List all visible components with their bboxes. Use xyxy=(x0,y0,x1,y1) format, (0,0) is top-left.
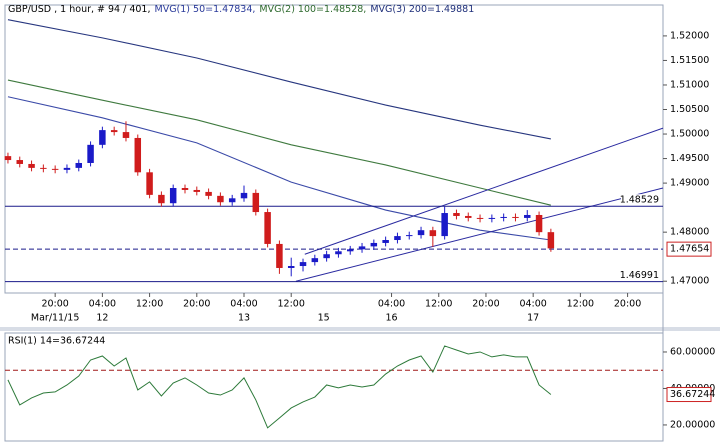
candle-body xyxy=(394,236,401,241)
candle-body xyxy=(217,195,224,203)
candle-body xyxy=(228,198,236,203)
candle-body xyxy=(99,130,106,145)
candle-body xyxy=(205,191,212,196)
candle-body xyxy=(51,168,59,170)
x-tick-label: 20:00 xyxy=(614,299,641,310)
y-tick-label: 20.00000 xyxy=(670,419,715,430)
candle-body xyxy=(193,189,201,192)
x-tick-label: 12:00 xyxy=(567,299,594,310)
moving-average xyxy=(7,96,551,241)
candle-body xyxy=(287,266,295,268)
rsi-header: RSI(1) 14=36.67244 xyxy=(8,336,105,347)
candle-body xyxy=(429,230,437,237)
trend-line xyxy=(295,187,664,282)
candle-body xyxy=(16,160,23,164)
trend-line xyxy=(304,127,664,255)
y-tick-label: 1.47000 xyxy=(670,276,709,287)
x-tick-label: 12:00 xyxy=(425,299,452,310)
x-tick-label: 04:00 xyxy=(378,299,405,310)
y-tick-label: 1.50000 xyxy=(670,129,709,140)
candle-body xyxy=(524,214,531,218)
price-tag-label: 1.47654 xyxy=(670,244,709,255)
candle-body xyxy=(28,163,35,168)
candle-body xyxy=(346,249,354,252)
x-tick-label: 04:00 xyxy=(519,299,546,310)
candle-body xyxy=(122,132,130,138)
chart-header: GBP/USD , 1 hour, # 94 / 401, MVG(1) 50=1… xyxy=(8,4,474,15)
candle-body xyxy=(382,240,389,243)
candle-body xyxy=(547,232,555,249)
x-tick-label: 20:00 xyxy=(41,299,68,310)
candle-body xyxy=(417,230,425,236)
candle-body xyxy=(134,137,142,173)
candle-body xyxy=(87,144,94,163)
candle-body xyxy=(488,217,496,219)
candle-body xyxy=(311,258,319,263)
y-tick-label: 60.00000 xyxy=(670,346,715,357)
x-tick-label: 04:00 xyxy=(89,299,116,310)
line-label-bg xyxy=(621,269,661,281)
candle-body xyxy=(276,243,283,268)
rsi-line xyxy=(7,345,552,429)
candle-body xyxy=(40,167,47,169)
x-tick-label: 04:00 xyxy=(230,299,257,310)
moving-average xyxy=(7,79,551,206)
price-tag xyxy=(666,241,712,257)
moving-average xyxy=(7,19,551,140)
candle-body xyxy=(63,167,71,170)
x-tick-label: 12:00 xyxy=(136,299,163,310)
date-label: 16 xyxy=(385,313,397,324)
header-part: MVG(2) 100=1.48528, xyxy=(259,4,366,15)
candle-body xyxy=(358,246,366,250)
line-label: 1.46991 xyxy=(620,270,659,281)
candle-body xyxy=(535,214,543,233)
candle-body xyxy=(146,172,153,195)
y-tick-label: 1.51500 xyxy=(670,55,709,66)
candle-body xyxy=(323,254,330,259)
candle-body xyxy=(110,130,118,133)
candle-body xyxy=(370,242,378,247)
rsi-tag xyxy=(666,387,712,403)
candle-body xyxy=(500,216,507,218)
candle-body xyxy=(181,188,189,190)
candle-body xyxy=(158,194,165,204)
x-tick-label: 20:00 xyxy=(183,299,210,310)
x-tick-label: 20:00 xyxy=(472,299,499,310)
candle-body xyxy=(240,192,248,199)
candle-body xyxy=(335,251,342,255)
date-label: 13 xyxy=(238,313,250,324)
header-part: MVG(1) 50=1.47834, xyxy=(155,4,256,15)
candle-body xyxy=(405,235,413,237)
date-label: 12 xyxy=(96,313,108,324)
y-tick-label: 1.52000 xyxy=(670,30,709,41)
line-label: 1.48529 xyxy=(620,195,659,206)
candle-body xyxy=(512,216,519,218)
y-tick-label: 1.49000 xyxy=(670,178,709,189)
candle-body xyxy=(299,262,307,267)
line-label-bg xyxy=(621,194,661,206)
panel-divider xyxy=(0,327,720,331)
date-label: Mar/11/15 xyxy=(31,313,80,324)
y-tick-label: 1.50500 xyxy=(670,104,709,115)
y-tick-label: 1.49500 xyxy=(670,153,709,164)
candle-body xyxy=(169,188,177,204)
header-part: MVG(3) 200=1.49881 xyxy=(370,4,474,15)
candle-body xyxy=(4,156,12,161)
header-part: GBP/USD , 1 hour, # 94 / 401, xyxy=(8,4,151,15)
rsi-tag-label: 36.67244 xyxy=(670,389,715,400)
y-tick-label: 1.48000 xyxy=(670,227,709,238)
date-label: 15 xyxy=(318,313,330,324)
candle-body xyxy=(252,192,260,213)
candle-body xyxy=(441,213,448,237)
y-tick-label: 1.51000 xyxy=(670,79,709,90)
candle-body xyxy=(465,215,472,218)
candle-body xyxy=(453,213,460,216)
price-panel xyxy=(4,4,664,294)
candle-body xyxy=(476,217,484,219)
x-tick-label: 12:00 xyxy=(278,299,305,310)
candle-body xyxy=(264,212,271,244)
candle-body xyxy=(75,162,83,168)
date-label: 17 xyxy=(527,313,539,324)
